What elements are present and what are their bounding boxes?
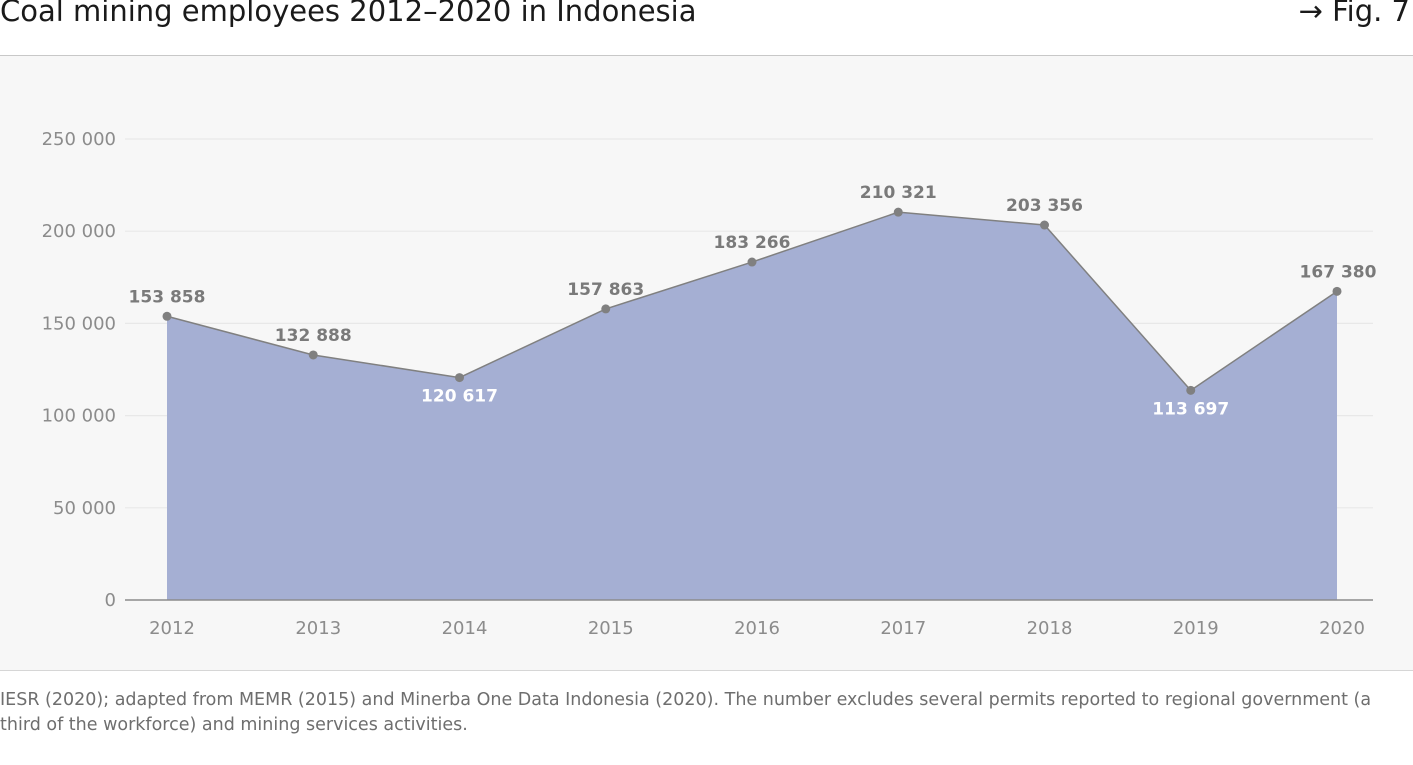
x-tick-label: 2018 — [1027, 618, 1073, 639]
data-label: 167 380 — [1300, 262, 1377, 282]
axes: 0 50 000 100 000 150 000 200 000 250 000 2012 2… — [42, 129, 1373, 639]
y-tick-label: 150 000 — [42, 313, 116, 334]
x-tick-label: 2019 — [1173, 618, 1219, 639]
chart-title: Coal mining employees 2012–2020 in Indon… — [0, 0, 697, 28]
data-point — [747, 257, 757, 267]
figure-reference: → Fig. 7 — [1298, 0, 1410, 28]
data-label: 203 356 — [1006, 196, 1083, 216]
data-point — [455, 373, 464, 383]
data-label: 183 266 — [714, 233, 791, 253]
x-tick-label: 2020 — [1319, 618, 1365, 639]
data-point — [1186, 385, 1196, 395]
data-label: 157 863 — [567, 280, 644, 300]
x-tick-label: 2015 — [588, 618, 634, 639]
x-tick-label: 2016 — [734, 618, 780, 639]
data-labels: 153 858 132 888 120 617 157 863 183 266 210 3… — [129, 183, 1377, 419]
y-tick-label: 250 000 — [42, 129, 116, 150]
data-point — [893, 207, 903, 217]
data-label: 132 888 — [275, 326, 352, 346]
data-label: 120 617 — [421, 387, 498, 407]
y-tick-label: 50 000 — [53, 498, 116, 519]
x-tick-label: 2017 — [880, 618, 926, 639]
data-point — [162, 311, 172, 321]
y-tick-label: 0 — [105, 590, 116, 611]
y-tick-label: 200 000 — [42, 221, 116, 242]
data-point — [308, 350, 318, 360]
data-markers — [162, 207, 1342, 395]
x-tick-label: 2013 — [295, 618, 341, 639]
source-note: IESR (2020); adapted from MEMR (2015) an… — [0, 690, 1372, 735]
data-label: 210 321 — [860, 183, 937, 203]
x-tick-label: 2014 — [442, 618, 488, 639]
data-label: 153 858 — [129, 287, 206, 307]
data-point — [1332, 286, 1342, 296]
x-tick-label: 2012 — [149, 618, 195, 639]
y-tick-label: 100 000 — [42, 406, 116, 427]
data-label: 113 697 — [1152, 399, 1229, 419]
data-point — [1040, 220, 1049, 230]
data-point — [601, 304, 611, 314]
area-fill — [167, 212, 1337, 600]
chart-header: Coal mining employees 2012–2020 in Indon… — [0, 0, 1413, 56]
